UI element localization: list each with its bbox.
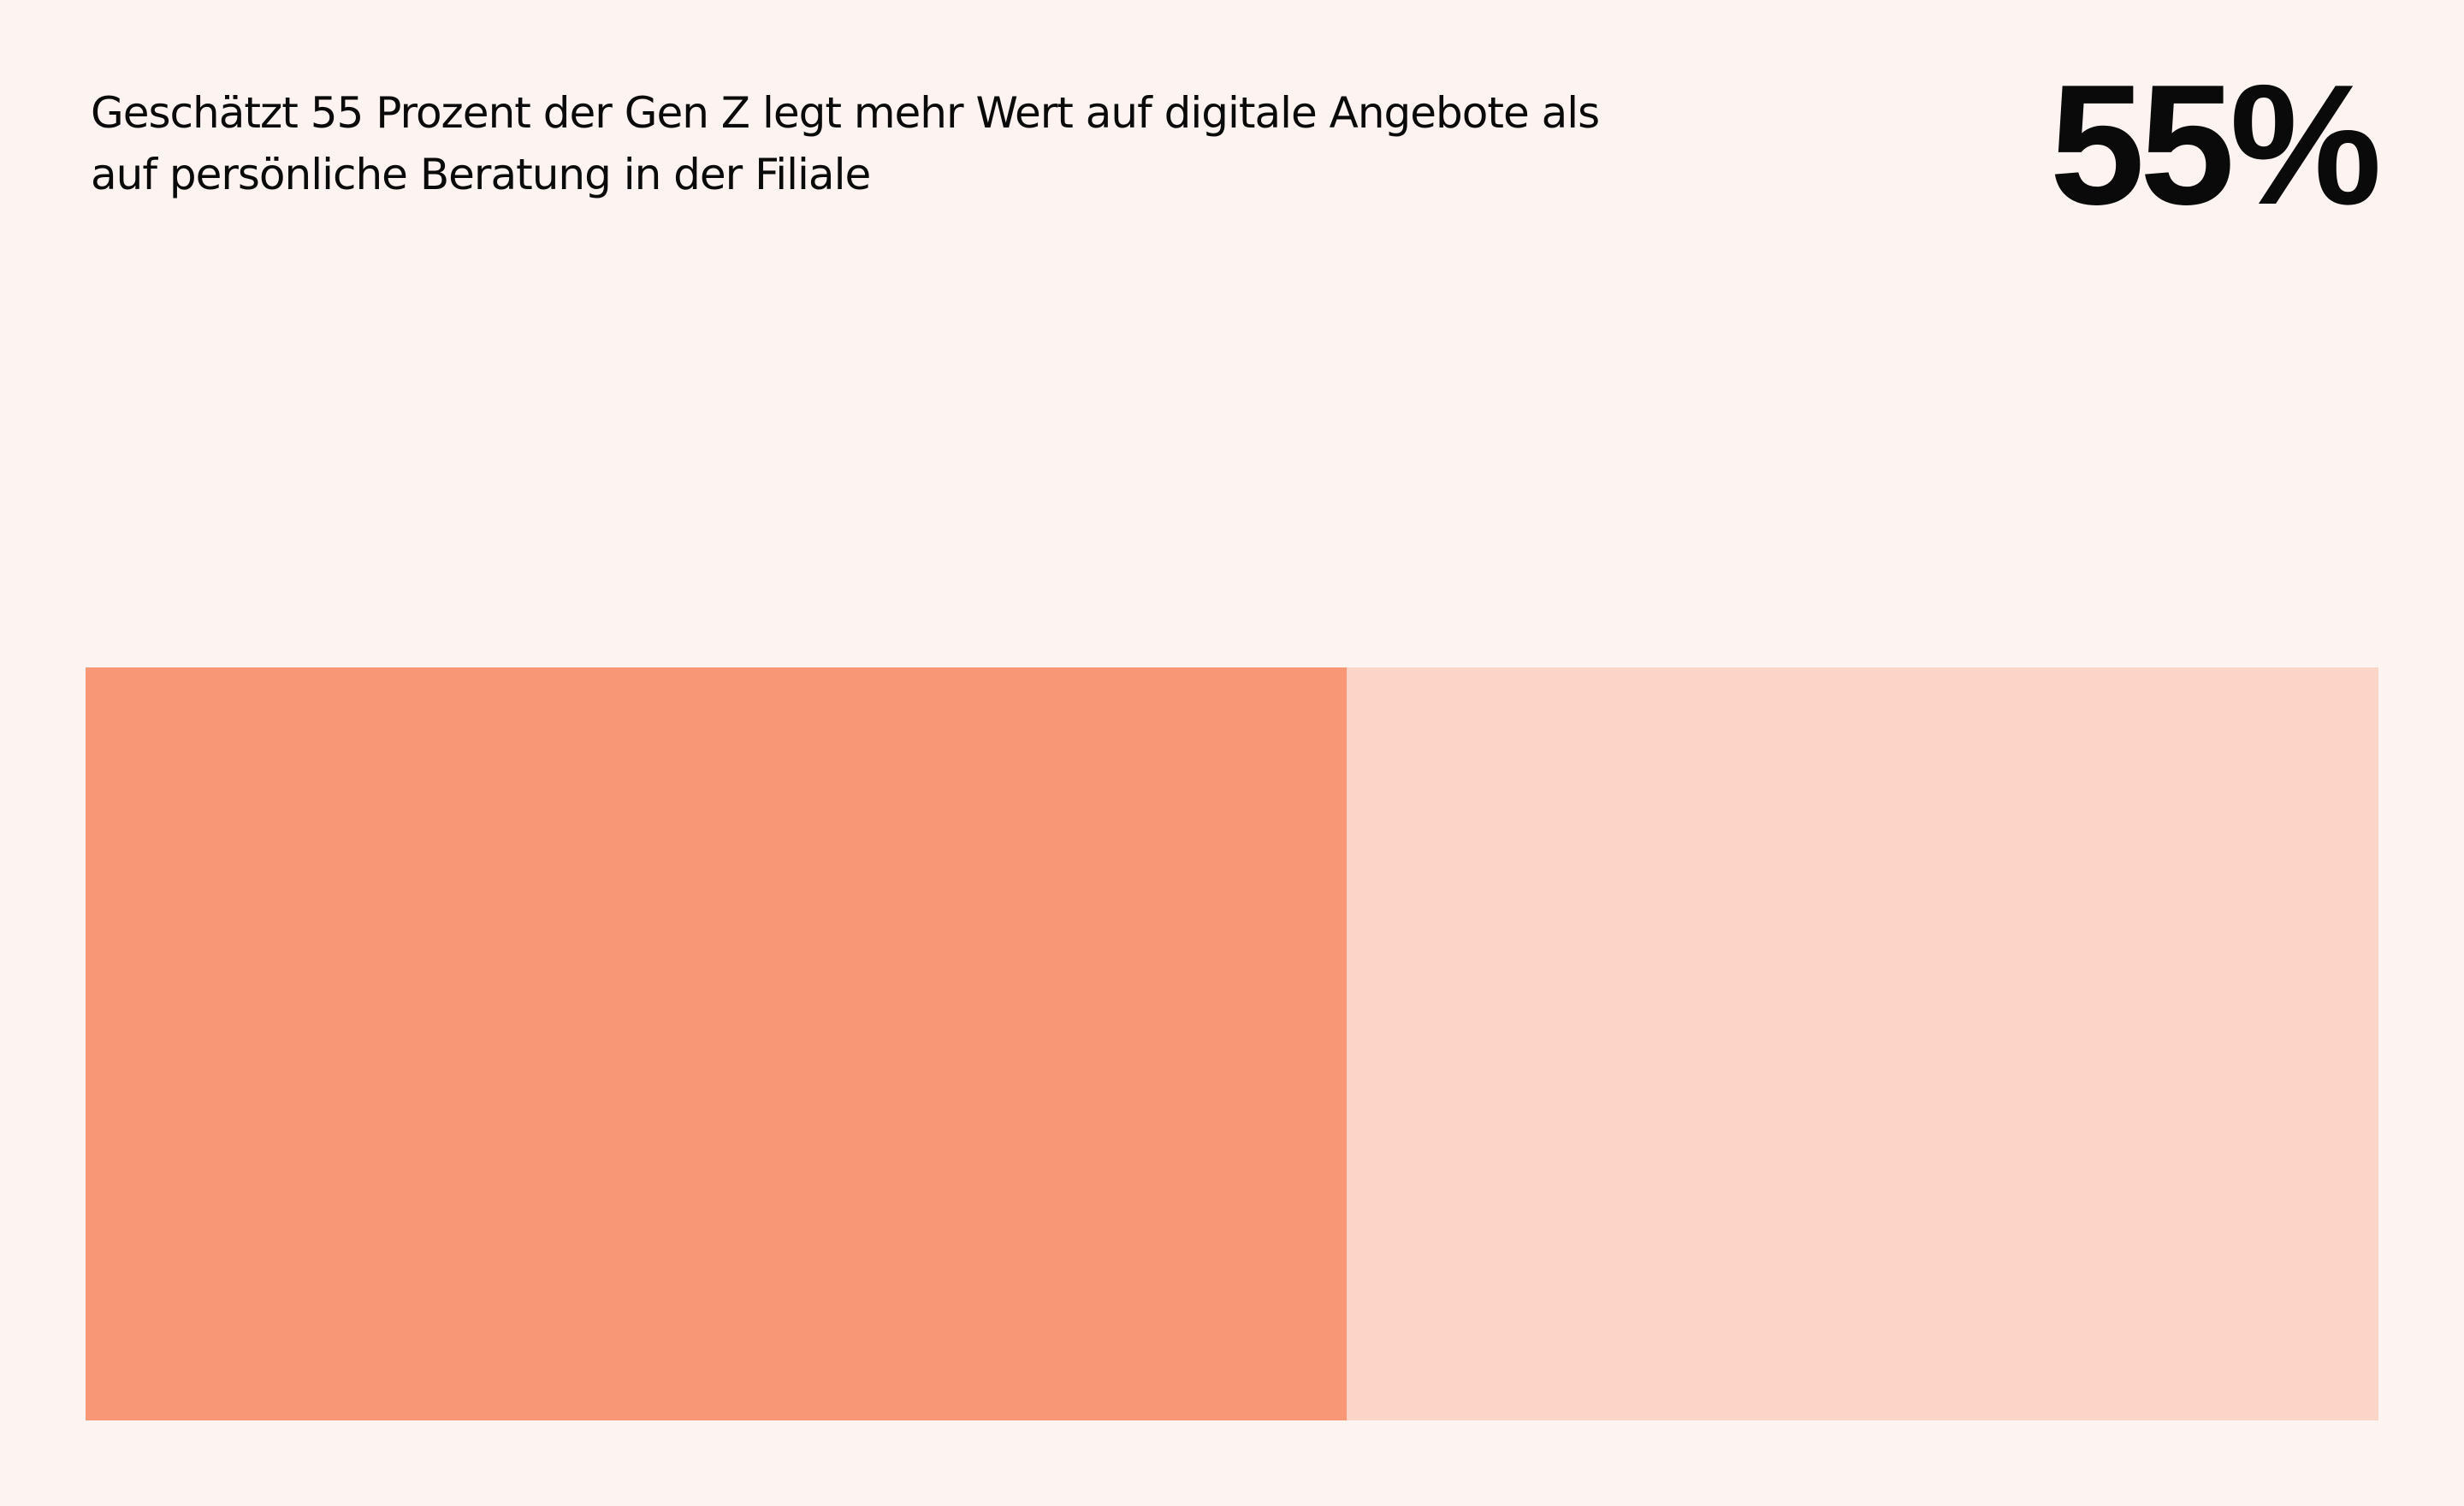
bar-track-remainder	[86, 667, 2378, 1420]
bar-segment-share	[86, 667, 1347, 1420]
headline-value: 55%	[2049, 50, 2382, 240]
chart-title-line-1: Geschätzt 55 Prozent der Gen Z legt mehr…	[91, 88, 1600, 138]
chart-title-line-2: auf persönliche Beratung in der Filiale	[91, 150, 871, 199]
chart-title: Geschätzt 55 Prozent der Gen Z legt mehr…	[91, 82, 1785, 205]
